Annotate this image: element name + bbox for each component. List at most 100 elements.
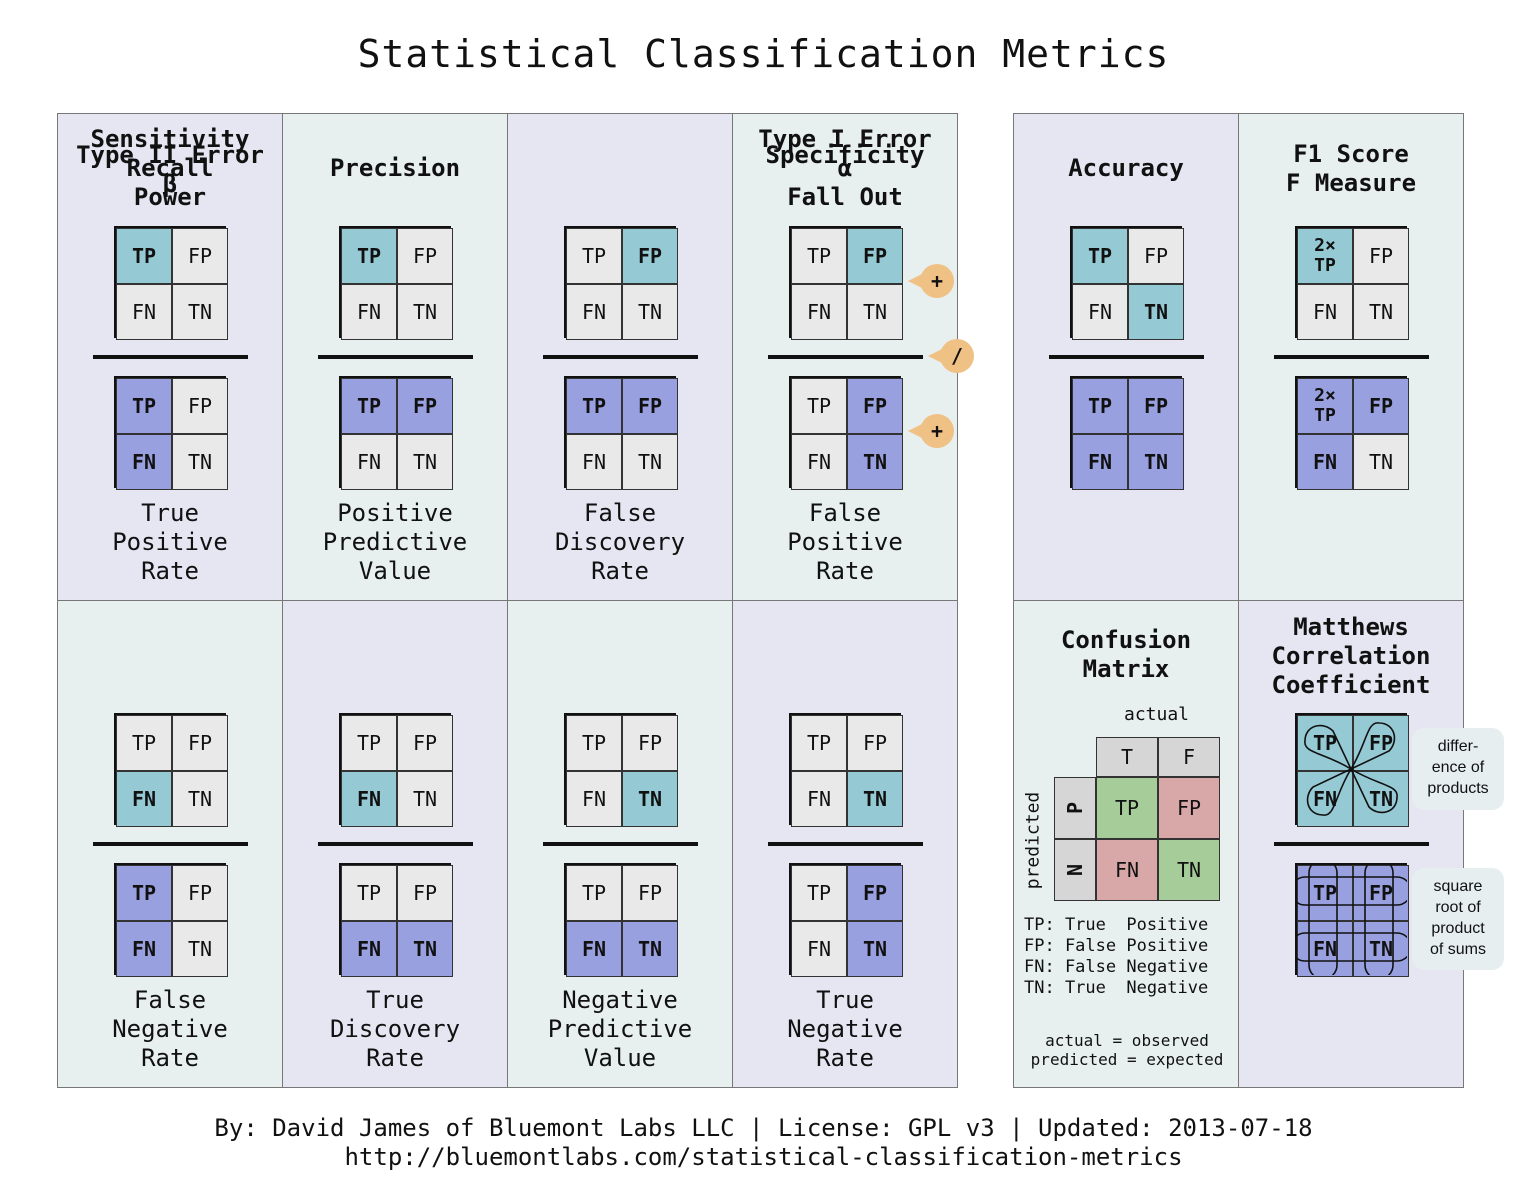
numerator-matrix: TP FP FN TN [564,226,678,340]
fp-quadrant: FP [847,715,903,771]
tn-quadrant: TN [397,434,453,490]
fp-quadrant: FP [397,228,453,284]
confusion-legend: TP: True Positive FP: False Positive FN:… [1024,915,1209,998]
tp-quadrant: 2× TP [1297,228,1353,284]
fp-quadrant: FP [172,228,228,284]
footer-url[interactable]: http://bluemontlabs.com/statistical-clas… [344,1143,1183,1171]
tn-quadrant: TN [172,434,228,490]
fn-quadrant: FN [566,434,622,490]
tp-quadrant: TP [116,715,172,771]
fn-quadrant: FN [566,771,622,827]
tn-quadrant: TN [847,921,903,977]
fraction-bar [768,355,923,359]
fn-quadrant: FN [566,284,622,340]
fp-quadrant: FP [172,715,228,771]
plus-bubble: + [920,264,954,298]
tn-quadrant: TN [1353,284,1409,340]
metric-name: Positive Predictive Value [322,499,468,585]
fp-quadrant: FP [1128,378,1184,434]
fn-cell: FN [1096,839,1158,901]
mcc-numerator-matrix: TP FP FN TN [1295,713,1409,827]
predicted-positive-header: P [1054,777,1096,839]
fn-quadrant: FN [116,434,172,490]
plus-bubble: + [920,414,954,448]
tp-quadrant: TP [566,228,622,284]
tn-quadrant: TN [397,284,453,340]
fn-quadrant: FN [1297,921,1353,977]
numerator-matrix: TP FP FN TN [114,226,228,340]
fraction-bar [768,842,923,846]
predicted-label: predicted [1022,791,1044,890]
divide-bubble-pointer [928,349,942,363]
fn-quadrant: FN [791,434,847,490]
fp-quadrant: FP [622,715,678,771]
numerator-matrix: TP FP FN TN [1070,226,1184,340]
mcc-denominator-matrix: TP FP FN TN [1295,863,1409,977]
tp-quadrant: TP [116,228,172,284]
fraction-bar [93,842,248,846]
denominator-matrix: TP FP FN TN [564,863,678,977]
tp-quadrant: TP [791,715,847,771]
fp-quadrant: FP [397,715,453,771]
denominator-matrix: TP FP FN TN [114,376,228,490]
fn-quadrant: FN [566,921,622,977]
fraction-bar [1274,355,1429,359]
metric-name: False Negative Rate [112,986,228,1072]
metric-title: Specificity [765,141,925,169]
tp-quadrant: TP [341,865,397,921]
metric-name: True Negative Rate [787,986,903,1072]
tp-quadrant: TP [116,865,172,921]
fp-quadrant: FP [847,378,903,434]
metric-cell: Sensitivity Recall Power TP FP FN TN TP FP FN TN Tr… [57,113,283,601]
metric-title: Sensitivity Recall Power [90,125,250,211]
tn-quadrant: TN [622,771,678,827]
fp-quadrant: FP [847,228,903,284]
confusion-matrix-cell: Confusion Matrix actual predicted T F P N TP FP FN… [1013,600,1239,1088]
tn-quadrant: TN [847,771,903,827]
fp-quadrant: FP [622,378,678,434]
fp-quadrant: FP [1353,865,1409,921]
fraction-bar [318,842,473,846]
fp-quadrant: FP [847,865,903,921]
tn-quadrant: TN [172,284,228,340]
tn-quadrant: TN [622,284,678,340]
numerator-matrix: TP FP FN TN [789,713,903,827]
tn-quadrant: TN [397,921,453,977]
numerator-matrix: TP FP FN TN [339,713,453,827]
metric-cell: TP FP FN TN TP FP FN TN Negative Predictive Value [507,600,733,1088]
fraction-bar [1274,842,1429,846]
denominator-matrix: TP FP FN TN [339,376,453,490]
metric-title: Type II Error β [76,141,264,198]
tp-quadrant: TP [1297,715,1353,771]
actual-true-header: T [1096,737,1158,777]
mcc-cell: Matthews Correlation Coefficient TP FP FN TN TP… [1238,600,1464,1088]
tp-quadrant: TP [1072,228,1128,284]
predicted-negative-header: N [1054,839,1096,901]
fp-quadrant: FP [622,228,678,284]
fraction-bar [1049,355,1204,359]
metric-cell: F1 Score F Measure 2× TP FP FN TN 2× TP FP FN TN [1238,113,1464,601]
denominator-matrix: TP FP FN TN [114,863,228,977]
fraction-bar [318,355,473,359]
tn-quadrant: TN [1128,434,1184,490]
denominator-matrix: TP FP FN TN [339,863,453,977]
metric-cell: Precision TP FP FN TN TP FP FN TN Positive Predict… [282,113,508,601]
numerator-matrix: TP FP FN TN [789,226,903,340]
tn-quadrant: TN [622,921,678,977]
fn-quadrant: FN [341,771,397,827]
numerator-matrix: TP FP FN TN [114,713,228,827]
metric-cell: TP FP FN TN TP FP FN TN False Discovery Rate [507,113,733,601]
tn-quadrant: TN [622,434,678,490]
metric-cell: Type I Error α Fall Out TP FP FN TN TP FP FN TN Fal… [732,113,958,601]
numerator-matrix: TP FP FN TN [564,713,678,827]
predicted-positive-header-text: P [1062,801,1087,815]
plus-bubble-pointer [908,274,922,288]
page-title: Statistical Classification Metrics [357,32,1170,76]
tn-quadrant: TN [1128,284,1184,340]
fp-quadrant: FP [1128,228,1184,284]
fn-quadrant: FN [791,921,847,977]
actual-false-header: F [1158,737,1220,777]
tp-quadrant: TP [1297,865,1353,921]
fn-quadrant: FN [1297,434,1353,490]
fn-quadrant: FN [791,771,847,827]
